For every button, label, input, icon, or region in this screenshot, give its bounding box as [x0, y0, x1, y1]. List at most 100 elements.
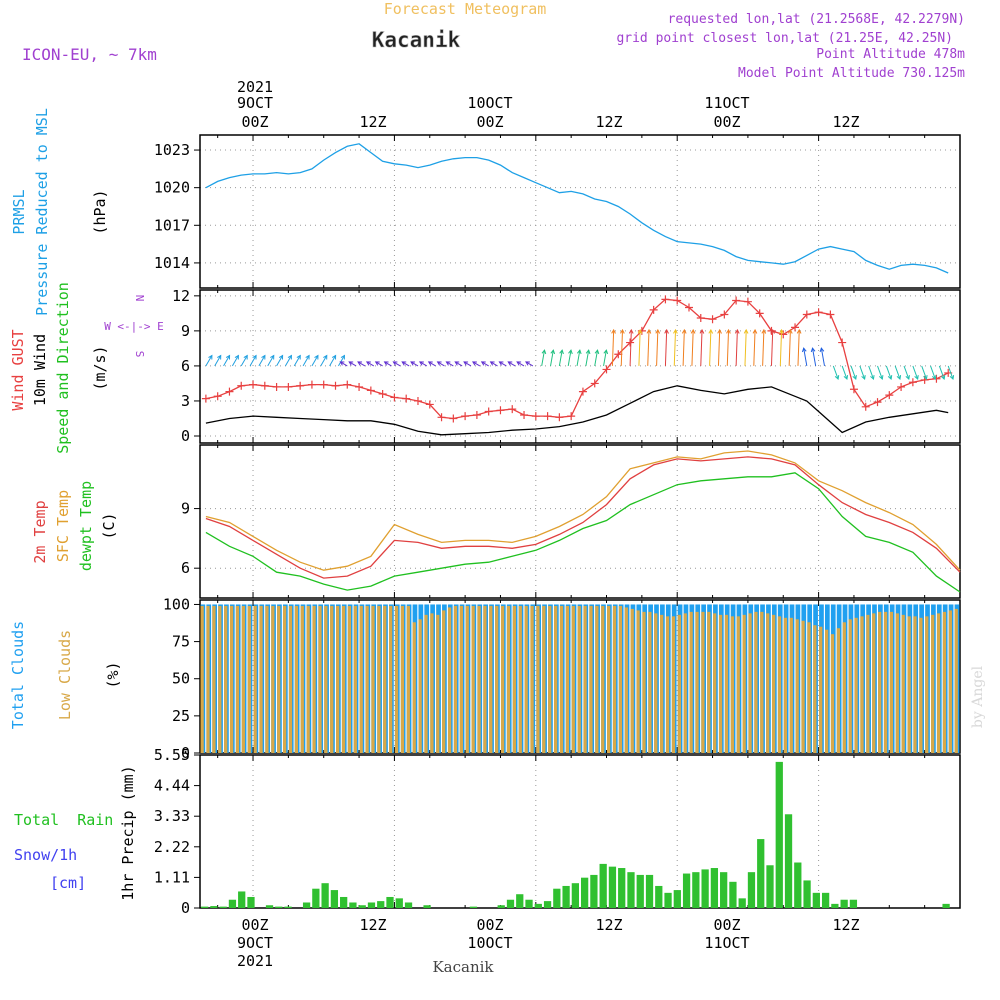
wind-speed-label: Speed and Direction — [54, 282, 72, 454]
gust-point — [307, 380, 316, 389]
low-cloud-bar — [400, 605, 405, 753]
low-cloud-bar — [842, 622, 846, 753]
gust-point — [885, 391, 894, 400]
wind-arrow — [576, 350, 581, 367]
wind-arrow-head — [489, 361, 495, 366]
low-cloud-bar — [830, 634, 835, 753]
wind-arrow-head — [427, 361, 433, 366]
wind-arrow — [231, 355, 239, 367]
precip-bar — [340, 896, 348, 908]
low-cloud-bar — [718, 614, 723, 753]
gust-point — [272, 382, 281, 391]
low-cloud-bar — [895, 613, 899, 753]
wind-arrow — [329, 355, 337, 367]
temp-sfc-label: SFC Temp — [54, 490, 72, 562]
top-date-label: 10OCT — [467, 94, 512, 112]
gust-point — [496, 406, 505, 415]
precip-unit: 1hr Precip (mm) — [119, 765, 137, 900]
wind-arrow — [903, 365, 910, 380]
low-cloud-bar — [766, 613, 770, 753]
top-date-label: 11OCT — [704, 94, 749, 112]
y-tick-label: 50 — [172, 670, 190, 688]
low-cloud-bar — [447, 607, 452, 753]
wind-arrow — [338, 355, 345, 367]
wind-arrow — [629, 329, 632, 366]
precip-bar — [942, 903, 950, 908]
gust-point — [779, 330, 788, 339]
low-cloud-bar — [365, 605, 369, 753]
wind-arrow-head — [681, 328, 687, 334]
low-cloud-bar — [489, 605, 493, 753]
t2m-line — [205, 456, 961, 579]
wind-arrow — [276, 355, 284, 367]
precip-bar — [664, 892, 672, 908]
precip-bar — [821, 892, 830, 908]
gust-point — [390, 393, 399, 402]
gust-point — [720, 310, 729, 319]
gust-point — [284, 382, 293, 391]
wind-arrow — [753, 329, 756, 366]
low-cloud-bar — [548, 605, 552, 753]
bottom-time-label: 00Z — [241, 916, 268, 934]
wind-arrow-head — [843, 375, 849, 381]
wind-arrow — [446, 361, 454, 367]
low-cloud-bar — [524, 605, 528, 753]
wind-arrow-head — [761, 328, 767, 334]
top-time-label: 12Z — [832, 113, 859, 131]
low-cloud-bar — [730, 616, 734, 753]
low-cloud-bar — [341, 605, 346, 753]
wind-arrow — [284, 355, 292, 367]
gust-point — [684, 303, 693, 312]
precip-bar — [469, 906, 478, 908]
top-time-label: 00Z — [713, 113, 740, 131]
gust-point — [932, 374, 941, 383]
wind-arrow — [267, 355, 275, 367]
gust-point — [743, 297, 752, 306]
low-cloud-bar — [707, 611, 711, 753]
wind-arrow-head — [914, 375, 919, 381]
wind-arrow-head — [887, 375, 893, 381]
wind-arrow — [375, 361, 383, 367]
snow-unit-label: [cm] — [50, 874, 86, 892]
wind-arrow-head — [217, 354, 222, 360]
precip-bar — [692, 872, 700, 908]
wind-arrow-head — [516, 361, 522, 366]
wind-arrow — [850, 365, 857, 380]
product-title: Forecast Meteogram — [384, 0, 547, 18]
low-cloud-bar — [872, 613, 876, 753]
precip-bar — [757, 839, 765, 908]
wind-arrow-head — [445, 361, 451, 366]
bottom-year-label: 2021 — [237, 952, 273, 970]
low-cloud-bar — [636, 610, 640, 753]
wind-arrow-head — [664, 328, 669, 334]
wind-arrow — [812, 348, 817, 367]
wind-arrow — [525, 361, 534, 367]
precip-bar — [608, 866, 617, 908]
gust-point — [802, 310, 811, 319]
precip-bar — [831, 903, 839, 908]
low-cloud-bar — [200, 605, 204, 753]
wind-arrow-head — [234, 354, 239, 360]
temp-2m-label: 2m Temp — [31, 500, 49, 563]
wind-arrow — [437, 361, 445, 367]
wind-arrow — [463, 361, 472, 367]
low-cloud-bar — [500, 605, 505, 753]
gust-point — [213, 392, 222, 401]
low-cloud-bar — [577, 605, 581, 753]
gust-point — [260, 381, 269, 390]
gust-point — [225, 387, 234, 396]
wind-arrow — [481, 361, 489, 367]
bottom-time-label: 12Z — [832, 916, 859, 934]
wind-arrow-head — [410, 361, 416, 366]
low-cloud-bar — [819, 626, 823, 753]
wind-arrow — [930, 365, 936, 380]
temp-dew-label: dewpt Temp — [77, 481, 95, 571]
low-cloud-bar — [642, 611, 646, 753]
low-cloud-bar — [954, 608, 958, 753]
wind-arrow-head — [699, 328, 705, 334]
precip-bar — [747, 872, 756, 908]
precip-bar — [302, 902, 311, 908]
gust-point — [908, 378, 917, 387]
wind-arrow-head — [507, 361, 513, 366]
low-cloud-bar — [418, 619, 422, 753]
